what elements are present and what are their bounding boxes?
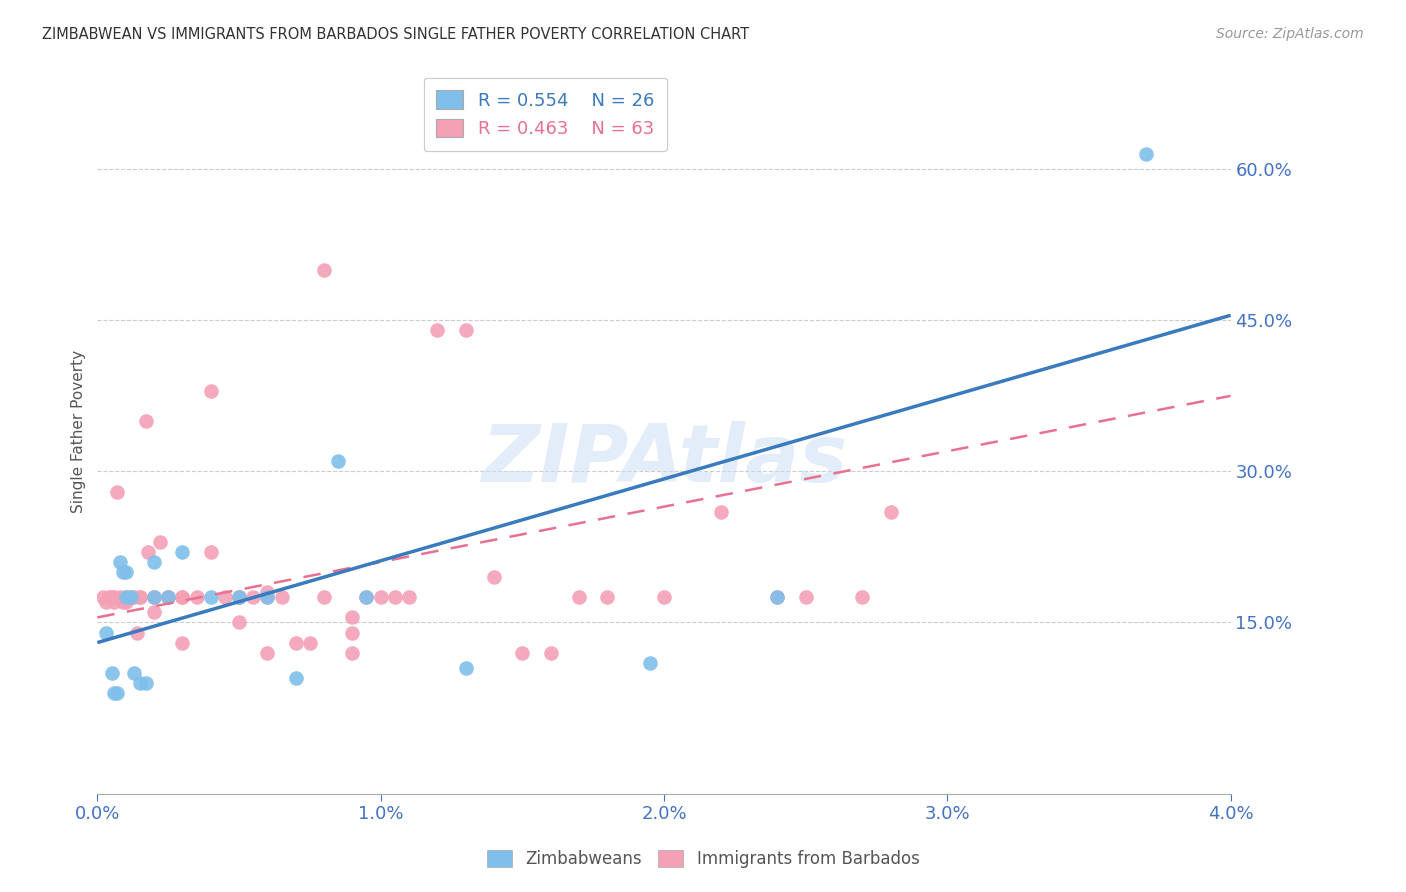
Immigrants from Barbados: [138, 545, 160, 559]
Immigrants from Barbados: [312, 591, 335, 605]
Immigrants from Barbados: [312, 263, 335, 277]
Immigrants from Barbados: [114, 591, 136, 605]
Immigrants from Barbados: [879, 505, 901, 519]
Immigrants from Barbados: [91, 591, 114, 605]
Immigrants from Barbados: [114, 595, 136, 609]
Immigrants from Barbados: [200, 384, 222, 398]
Zimbabweans: [328, 454, 350, 468]
Immigrants from Barbados: [398, 591, 420, 605]
Zimbabweans: [94, 625, 117, 640]
Immigrants from Barbados: [172, 635, 194, 649]
Zimbabweans: [114, 591, 136, 605]
Immigrants from Barbados: [256, 591, 278, 605]
Zimbabweans: [128, 676, 150, 690]
Immigrants from Barbados: [103, 595, 125, 609]
Zimbabweans: [766, 591, 789, 605]
Immigrants from Barbados: [270, 591, 292, 605]
Immigrants from Barbados: [172, 591, 194, 605]
Immigrants from Barbados: [214, 591, 236, 605]
Immigrants from Barbados: [134, 414, 156, 428]
Text: ZIMBABWEAN VS IMMIGRANTS FROM BARBADOS SINGLE FATHER POVERTY CORRELATION CHART: ZIMBABWEAN VS IMMIGRANTS FROM BARBADOS S…: [42, 27, 749, 42]
Immigrants from Barbados: [384, 591, 406, 605]
Immigrants from Barbados: [143, 591, 166, 605]
Immigrants from Barbados: [105, 484, 128, 499]
Immigrants from Barbados: [111, 595, 134, 609]
Zimbabweans: [114, 565, 136, 579]
Immigrants from Barbados: [652, 591, 675, 605]
Immigrants from Barbados: [149, 534, 172, 549]
Immigrants from Barbados: [794, 591, 817, 605]
Immigrants from Barbados: [100, 591, 122, 605]
Immigrants from Barbados: [172, 591, 194, 605]
Immigrants from Barbados: [122, 591, 145, 605]
Zimbabweans: [228, 591, 250, 605]
Immigrants from Barbados: [766, 591, 789, 605]
Legend: Zimbabweans, Immigrants from Barbados: Zimbabweans, Immigrants from Barbados: [479, 843, 927, 875]
Zimbabweans: [108, 555, 131, 569]
Zimbabweans: [134, 676, 156, 690]
Zimbabweans: [284, 671, 307, 685]
Immigrants from Barbados: [426, 323, 449, 337]
Immigrants from Barbados: [143, 591, 166, 605]
Immigrants from Barbados: [200, 545, 222, 559]
Zimbabweans: [143, 555, 166, 569]
Immigrants from Barbados: [342, 610, 364, 624]
Immigrants from Barbados: [851, 591, 873, 605]
Text: Source: ZipAtlas.com: Source: ZipAtlas.com: [1216, 27, 1364, 41]
Immigrants from Barbados: [242, 591, 264, 605]
Immigrants from Barbados: [108, 591, 131, 605]
Immigrants from Barbados: [157, 591, 180, 605]
Immigrants from Barbados: [143, 606, 166, 620]
Immigrants from Barbados: [510, 646, 533, 660]
Zimbabweans: [256, 591, 278, 605]
Zimbabweans: [143, 591, 166, 605]
Immigrants from Barbados: [342, 625, 364, 640]
Immigrants from Barbados: [342, 646, 364, 660]
Immigrants from Barbados: [228, 591, 250, 605]
Immigrants from Barbados: [256, 585, 278, 599]
Immigrants from Barbados: [125, 625, 148, 640]
Zimbabweans: [454, 661, 477, 675]
Zimbabweans: [638, 656, 661, 670]
Immigrants from Barbados: [356, 591, 378, 605]
Immigrants from Barbados: [94, 595, 117, 609]
Immigrants from Barbados: [284, 635, 307, 649]
Zimbabweans: [103, 686, 125, 700]
Immigrants from Barbados: [540, 646, 562, 660]
Y-axis label: Single Father Poverty: Single Father Poverty: [72, 350, 86, 513]
Zimbabweans: [157, 591, 180, 605]
Legend: R = 0.554    N = 26, R = 0.463    N = 63: R = 0.554 N = 26, R = 0.463 N = 63: [423, 78, 666, 151]
Immigrants from Barbados: [228, 615, 250, 630]
Immigrants from Barbados: [120, 591, 142, 605]
Zimbabweans: [111, 565, 134, 579]
Immigrants from Barbados: [298, 635, 321, 649]
Zimbabweans: [100, 665, 122, 680]
Immigrants from Barbados: [370, 591, 392, 605]
Immigrants from Barbados: [186, 591, 208, 605]
Immigrants from Barbados: [454, 323, 477, 337]
Immigrants from Barbados: [97, 591, 120, 605]
Immigrants from Barbados: [710, 505, 733, 519]
Zimbabweans: [122, 665, 145, 680]
Immigrants from Barbados: [128, 591, 150, 605]
Zimbabweans: [172, 545, 194, 559]
Immigrants from Barbados: [103, 591, 125, 605]
Zimbabweans: [105, 686, 128, 700]
Immigrants from Barbados: [128, 591, 150, 605]
Immigrants from Barbados: [596, 591, 619, 605]
Immigrants from Barbados: [256, 646, 278, 660]
Zimbabweans: [120, 591, 142, 605]
Text: ZIPAtlas: ZIPAtlas: [481, 421, 846, 500]
Immigrants from Barbados: [157, 591, 180, 605]
Zimbabweans: [200, 591, 222, 605]
Immigrants from Barbados: [482, 570, 505, 584]
Immigrants from Barbados: [568, 591, 591, 605]
Zimbabweans: [356, 591, 378, 605]
Zimbabweans: [1135, 147, 1157, 161]
Immigrants from Barbados: [228, 591, 250, 605]
